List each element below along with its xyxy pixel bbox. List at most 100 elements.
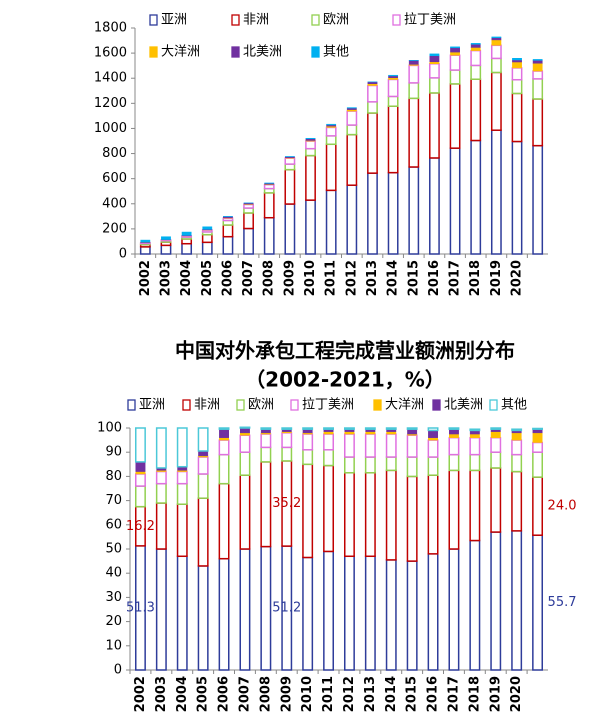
- bar-segment: [346, 110, 358, 126]
- bar-segment: [387, 105, 399, 174]
- bar-segment: [302, 556, 314, 671]
- legend-label: 北美洲: [444, 398, 483, 413]
- bar-segment: [197, 473, 209, 499]
- y-tick-label: 200: [102, 221, 127, 236]
- bar-segment: [323, 431, 334, 435]
- bar-segment: [532, 534, 544, 671]
- bar-segment: [449, 83, 461, 149]
- bar-segment: [490, 129, 502, 255]
- bar-segment: [511, 140, 523, 255]
- bar-segment: [532, 427, 544, 430]
- bar-segment: [135, 461, 146, 472]
- x-tick-label: 2011: [324, 260, 339, 296]
- legend-label: 其他: [323, 45, 349, 60]
- bar-segment: [344, 431, 355, 435]
- bar-segment: [511, 530, 523, 671]
- bar-segment: [263, 192, 275, 219]
- bar-segment: [155, 427, 167, 469]
- y-tick-label: 100: [97, 421, 122, 436]
- bar-segment: [260, 545, 272, 671]
- bar-segment: [343, 433, 355, 458]
- legend-label: 非洲: [194, 398, 220, 413]
- bar-segment: [532, 98, 544, 147]
- bar-segment: [346, 107, 357, 109]
- bar-segment: [512, 58, 522, 61]
- bar-segment: [408, 82, 420, 100]
- legend-label: 大洋洲: [161, 45, 200, 60]
- bar-segment: [367, 84, 378, 103]
- bar-segment: [325, 126, 337, 137]
- x-tick-label: 2003: [158, 260, 173, 296]
- y-tick-label: 800: [102, 146, 127, 161]
- bar-segment: [490, 71, 502, 131]
- bar-segment: [155, 482, 167, 504]
- bar-segment: [364, 427, 376, 430]
- x-tick-label: 2004: [179, 260, 194, 296]
- y-tick-label: 600: [102, 171, 127, 186]
- bar-segment: [343, 472, 355, 558]
- bar-segment: [239, 474, 251, 550]
- bar-segment: [367, 101, 378, 114]
- x-tick-label: 2019: [489, 260, 504, 296]
- bar-segment: [490, 44, 502, 60]
- bar-segment: [448, 427, 460, 430]
- bar-segment: [155, 502, 167, 550]
- bar-segment: [176, 503, 188, 558]
- bar-segment: [491, 36, 502, 39]
- bar-segment: [532, 476, 544, 536]
- bar-segment: [219, 428, 230, 438]
- bar-segment: [239, 451, 251, 476]
- bar-segment: [511, 439, 523, 456]
- bar-segment: [429, 157, 440, 255]
- bar-segment: [385, 433, 397, 458]
- bar-segment: [243, 203, 254, 209]
- bar-segment: [367, 81, 378, 84]
- bar-segment: [532, 441, 544, 453]
- bar-segment: [155, 548, 167, 671]
- bar-segment: [470, 44, 481, 48]
- bar-segment: [532, 60, 543, 64]
- legend-swatch: [311, 14, 320, 26]
- bar-segment: [176, 427, 188, 468]
- bar-segment: [305, 138, 316, 141]
- bar-segment: [326, 123, 337, 126]
- bar-segment: [201, 241, 213, 255]
- bar-segment: [427, 439, 439, 458]
- bar-segment: [364, 433, 376, 458]
- data-label: 51.2: [272, 601, 301, 616]
- x-tick-label: 2005: [200, 260, 215, 296]
- legend-label: 大洋洲: [385, 398, 424, 413]
- y-tick-label: 80: [105, 469, 122, 484]
- x-tick-label: 2006: [220, 260, 235, 296]
- x-tick-label: 2010: [303, 260, 318, 296]
- bar-segment: [325, 189, 337, 255]
- x-tick-label: 2013: [363, 676, 378, 712]
- bar-segment: [346, 124, 358, 136]
- bar-segment: [408, 166, 420, 255]
- bar-segment: [367, 83, 378, 86]
- bar-segment: [511, 78, 523, 95]
- bar-segment: [367, 172, 378, 255]
- bar-segment: [511, 428, 523, 432]
- bar-segment: [532, 59, 543, 61]
- x-tick-label: 2014: [386, 260, 401, 296]
- legend-swatch: [489, 399, 498, 411]
- bar-segment: [406, 475, 418, 562]
- bar-segment: [385, 427, 397, 430]
- bar-segment: [449, 69, 461, 85]
- bar-segment: [140, 239, 151, 243]
- bar-segment: [139, 246, 151, 255]
- bar-segment: [222, 235, 234, 255]
- bar-segment: [325, 135, 337, 146]
- legend-label: 非洲: [243, 13, 269, 28]
- bar-segment: [302, 449, 314, 466]
- bar-segment: [408, 60, 419, 65]
- bar-segment: [284, 203, 296, 255]
- bar-segment: [408, 97, 420, 168]
- bar-segment: [222, 217, 234, 222]
- bar-segment: [470, 64, 482, 80]
- bar-segment: [202, 226, 213, 230]
- bar-segment: [302, 433, 314, 451]
- x-tick-label: 2020: [510, 260, 525, 296]
- bar-segment: [239, 548, 251, 671]
